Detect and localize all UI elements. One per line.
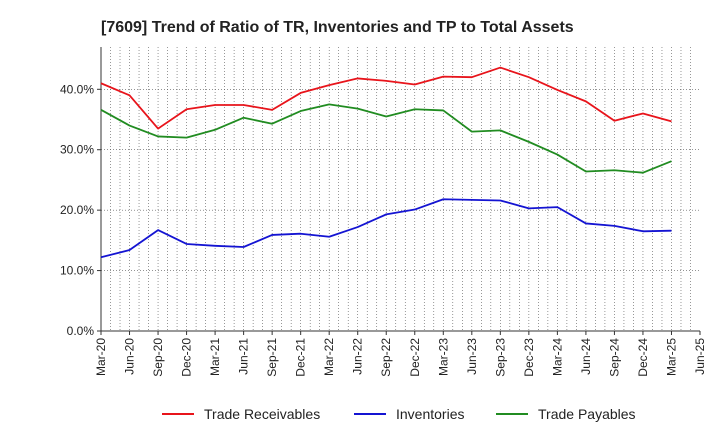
grid — [101, 47, 700, 331]
x-tick-label: Jun-21 — [237, 338, 251, 375]
x-tick-label: Dec-24 — [636, 338, 650, 377]
series-line-inventories — [100, 198, 672, 259]
series-line-trade-receivables — [100, 66, 672, 130]
legend-label: Inventories — [396, 406, 464, 422]
legend-label: Trade Payables — [538, 406, 636, 422]
y-tick-label: 0.0% — [67, 324, 95, 338]
y-tick-label: 30.0% — [60, 143, 94, 157]
y-tick-label: 40.0% — [60, 82, 94, 96]
x-tick-label: Dec-20 — [180, 338, 194, 377]
legend: Trade Receivables Inventories Trade Payabl… — [162, 406, 636, 422]
x-tick-label: Mar-22 — [322, 338, 336, 376]
x-tick-label: Sep-20 — [151, 338, 165, 377]
x-tick-label: Mar-21 — [208, 338, 222, 376]
x-tick-label: Mar-24 — [550, 338, 564, 376]
series-line-trade-payables — [100, 103, 672, 174]
legend-label: Trade Receivables — [204, 406, 320, 422]
x-tick-label: Dec-21 — [294, 338, 308, 377]
x-tick-label: Dec-22 — [408, 338, 422, 377]
y-tick-label: 10.0% — [60, 264, 94, 278]
x-tick-label: Sep-23 — [493, 338, 507, 377]
y-tick-label: 20.0% — [60, 203, 94, 217]
x-tick-label: Mar-20 — [94, 338, 108, 376]
x-tick-label: Jun-25 — [693, 338, 707, 375]
x-tick-label: Jun-23 — [465, 338, 479, 375]
x-tick-label: Sep-24 — [607, 338, 621, 377]
x-tick-label: Sep-21 — [265, 338, 279, 377]
x-tick-label: Mar-23 — [436, 338, 450, 376]
axes: 0.0% 10.0% 20.0% 30.0% 40.0% Mar-20 Jun-20 Sep-… — [60, 47, 707, 377]
x-tick-label: Jun-20 — [123, 338, 137, 375]
x-tick-label: Mar-25 — [664, 338, 678, 376]
x-tick-label: Dec-23 — [522, 338, 536, 377]
chart-title: [7609] Trend of Ratio of TR, Inventories… — [101, 19, 574, 36]
series-group — [100, 66, 672, 259]
x-tick-label: Jun-24 — [579, 338, 593, 375]
x-tick-label: Jun-22 — [351, 338, 365, 375]
x-tick-label: Sep-22 — [379, 338, 393, 377]
